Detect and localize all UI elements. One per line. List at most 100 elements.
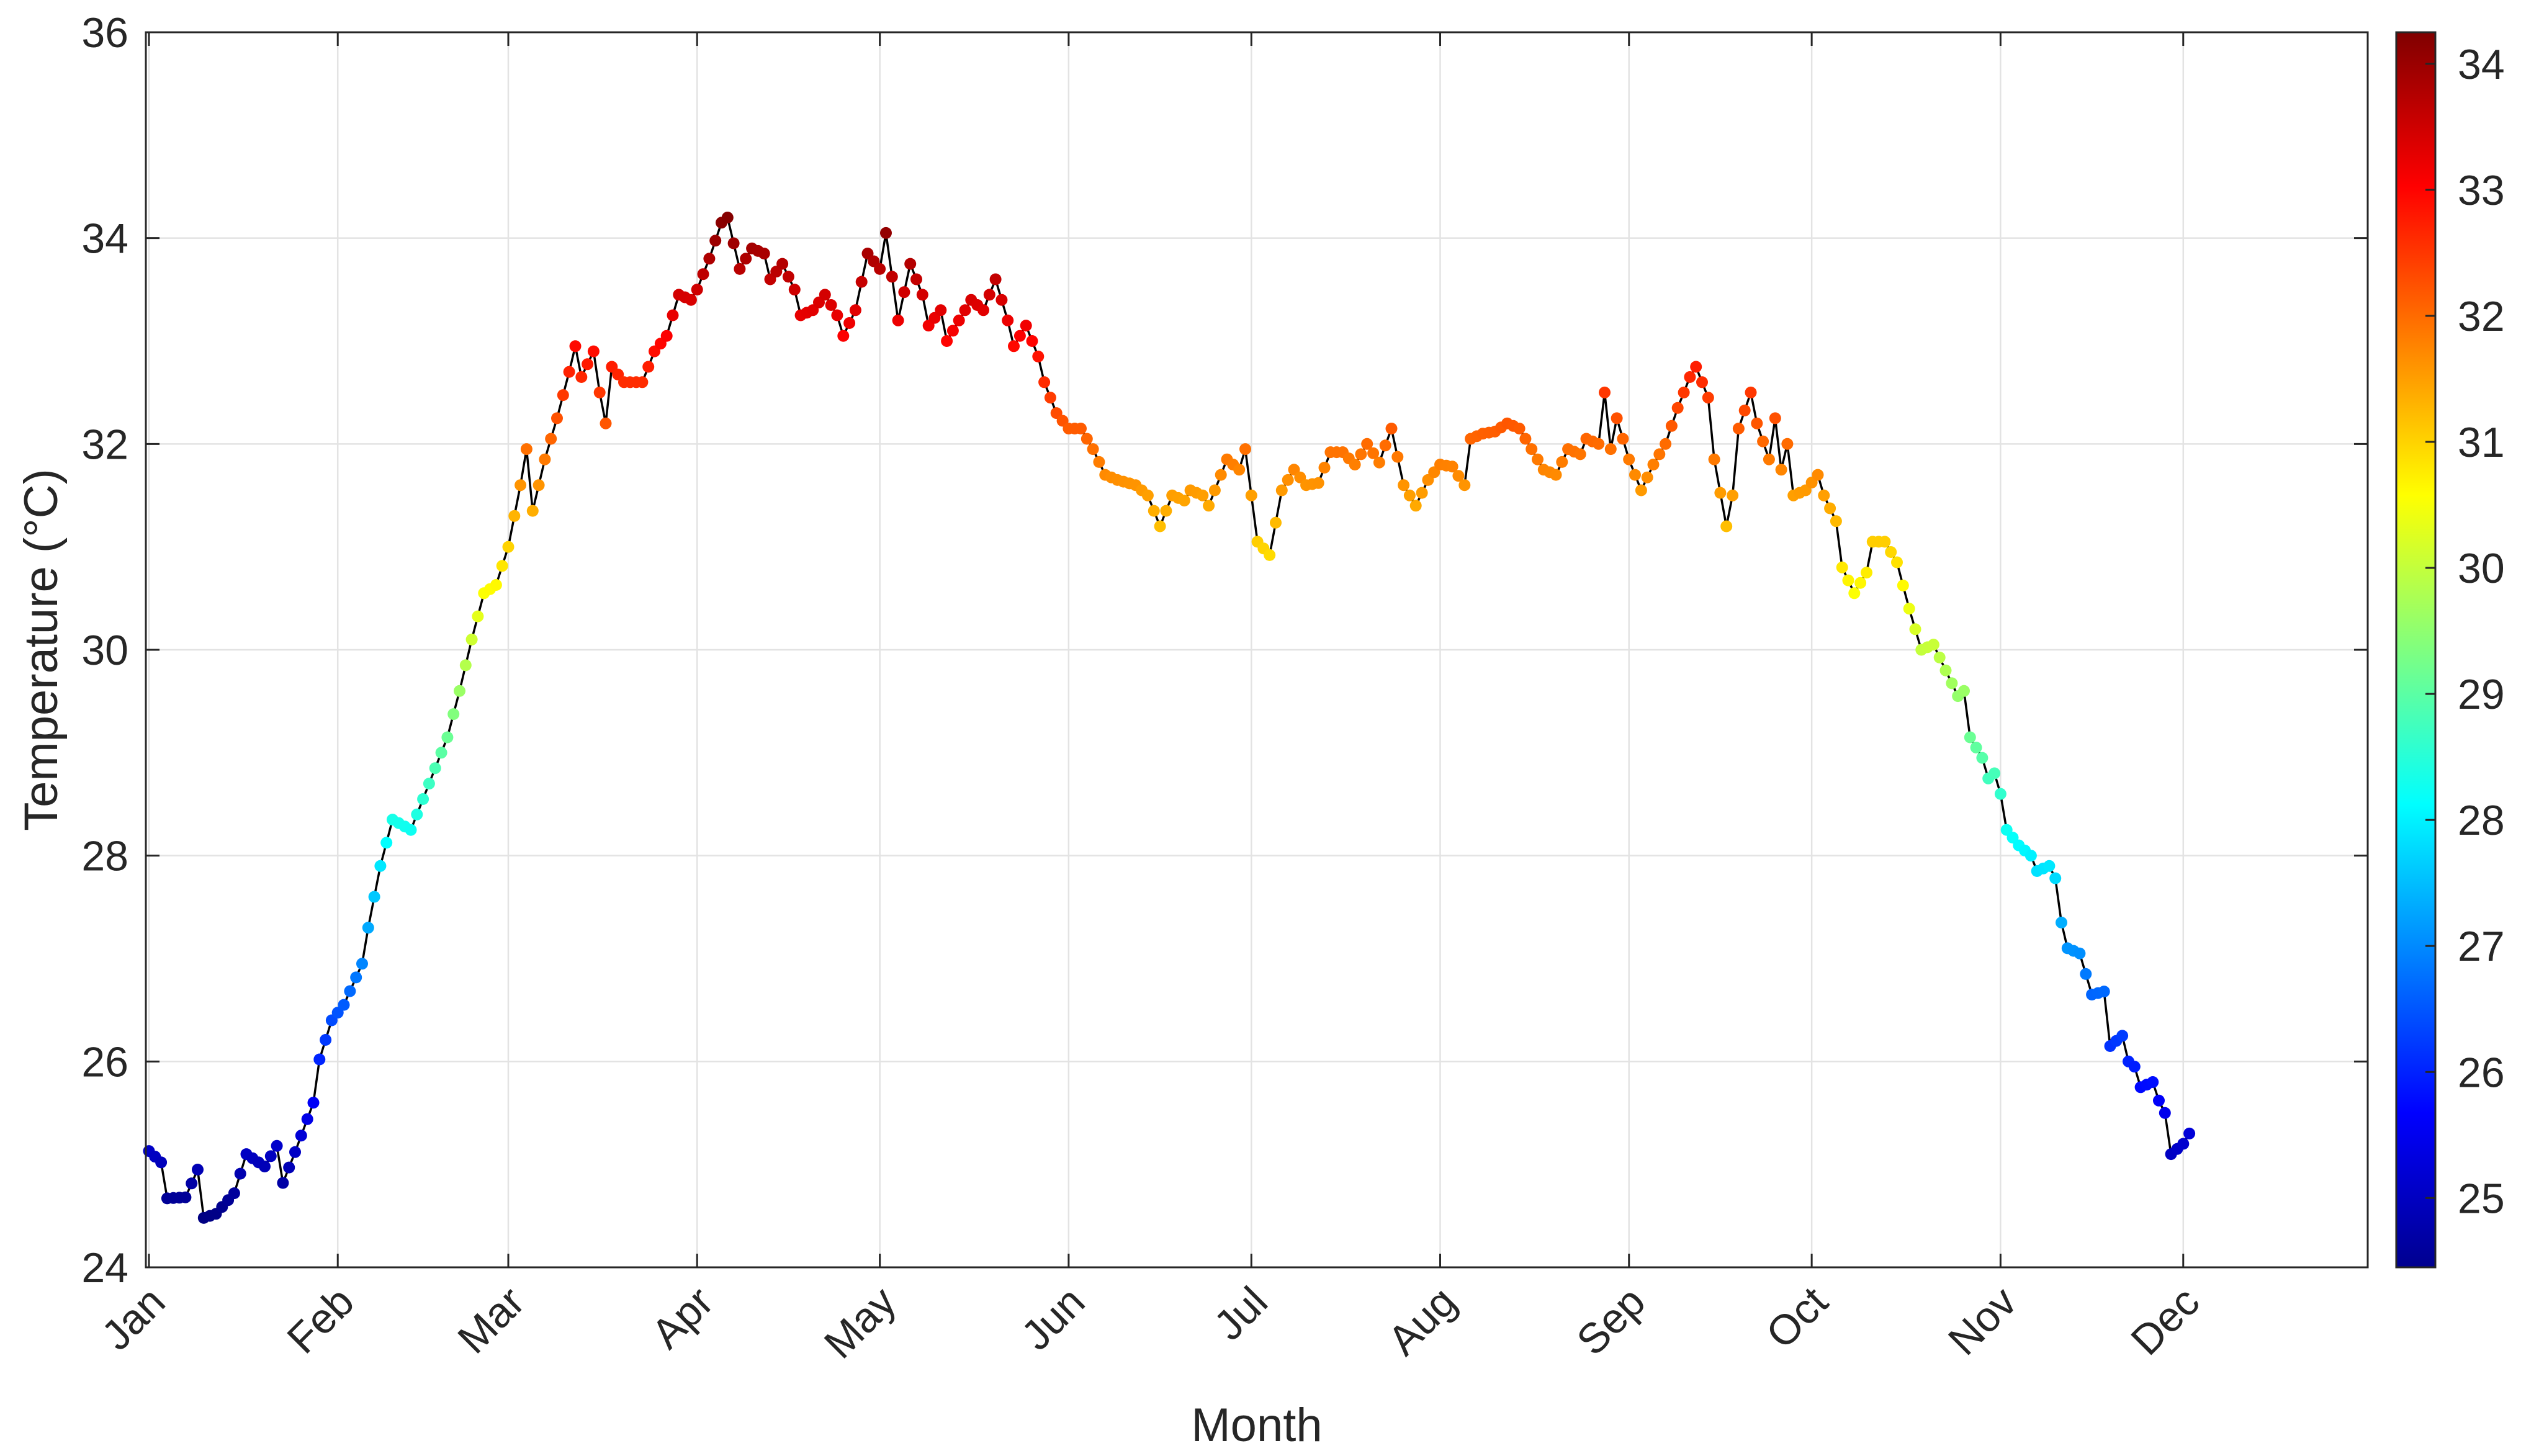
data-point — [472, 610, 484, 622]
data-point — [179, 1191, 192, 1203]
data-point — [2074, 947, 2086, 959]
data-point — [2128, 1061, 2141, 1073]
data-point — [1732, 423, 1745, 434]
data-point — [1861, 567, 1872, 579]
data-point — [1781, 438, 1794, 450]
data-point — [1245, 489, 1257, 501]
data-point — [1958, 685, 1970, 697]
data-point — [1830, 515, 1842, 528]
data-point — [1519, 433, 1532, 445]
data-point — [368, 891, 380, 903]
data-point — [941, 335, 953, 347]
data-point — [1671, 402, 1684, 414]
data-point — [350, 971, 362, 984]
data-point — [1635, 484, 1647, 497]
data-point — [685, 294, 697, 306]
data-point — [1178, 495, 1190, 506]
x-axis-label: Month — [1191, 1399, 1322, 1452]
data-point — [953, 314, 965, 326]
data-point — [271, 1139, 283, 1152]
data-point — [776, 258, 789, 270]
data-point — [1714, 487, 1727, 499]
data-point — [1398, 479, 1410, 492]
data-point — [1141, 489, 1154, 501]
data-point — [977, 304, 989, 317]
data-point — [2177, 1138, 2190, 1150]
data-point — [788, 284, 801, 296]
data-point — [1458, 479, 1471, 492]
data-point — [1215, 469, 1227, 481]
data-point — [1452, 470, 1465, 482]
data-point — [1946, 677, 1958, 690]
data-point — [1038, 376, 1051, 389]
data-point — [356, 958, 368, 970]
data-point — [1020, 320, 1032, 332]
data-point — [1745, 386, 1757, 398]
data-point — [1409, 500, 1422, 512]
data-point — [1367, 447, 1380, 459]
data-point — [880, 227, 892, 239]
data-point — [1574, 448, 1586, 461]
data-point — [1909, 623, 1921, 636]
data-point — [1026, 335, 1038, 347]
data-point — [636, 376, 649, 389]
colorbar: 25 26 27 28 29 30 31 32 33 34 — [2395, 31, 2505, 1269]
data-point — [1593, 438, 1605, 450]
data-point — [642, 361, 655, 373]
data-point — [557, 389, 569, 402]
data-point — [1373, 456, 1385, 469]
data-point — [362, 922, 374, 934]
data-point — [721, 212, 734, 223]
data-point — [1275, 484, 1288, 497]
data-point — [587, 345, 600, 357]
data-point — [1641, 471, 1653, 483]
data-point — [1988, 767, 2001, 780]
y-axis-label: Temperature (°C) — [15, 469, 68, 831]
data-point — [502, 541, 515, 553]
data-point — [898, 286, 910, 299]
data-point — [435, 747, 447, 759]
data-point — [2153, 1094, 2165, 1107]
data-point — [380, 837, 393, 849]
data-point — [2049, 872, 2062, 884]
data-point — [563, 366, 575, 378]
y-tick-label: 36 — [81, 9, 128, 56]
data-point — [849, 304, 861, 317]
data-point — [186, 1177, 198, 1190]
data-point — [1513, 423, 1526, 434]
data-point — [259, 1161, 271, 1172]
data-point — [1617, 433, 1629, 445]
data-point — [1885, 546, 1897, 558]
data-point — [1282, 474, 1294, 486]
data-point — [2024, 850, 2037, 862]
data-point — [691, 284, 703, 296]
data-point — [2098, 986, 2110, 998]
data-point — [1757, 435, 1769, 447]
data-point — [1751, 417, 1763, 429]
data-point — [935, 304, 947, 317]
data-point — [155, 1156, 168, 1169]
data-point — [1197, 489, 1209, 501]
data-point — [910, 273, 922, 285]
data-point — [709, 235, 722, 247]
data-point — [441, 731, 454, 744]
data-point — [1032, 350, 1045, 362]
data-point — [1665, 420, 1678, 432]
data-point — [2183, 1127, 2196, 1139]
data-point — [405, 824, 417, 836]
data-point — [338, 999, 350, 1011]
data-point — [2116, 1030, 2129, 1042]
data-point — [2147, 1076, 2159, 1088]
colorbar-tick-label: 34 — [2458, 41, 2505, 88]
y-axis: 24 26 28 30 32 34 36 — [81, 9, 2368, 1292]
data-point — [667, 309, 679, 321]
data-point — [508, 510, 521, 522]
colorbar-tick-label: 31 — [2458, 419, 2505, 466]
colorbar-tick-label: 33 — [2458, 167, 2505, 214]
colorbar-gradient — [2395, 31, 2437, 1269]
data-point — [1355, 448, 1367, 461]
data-point — [1775, 464, 1787, 476]
data-point — [1678, 386, 1690, 398]
data-point — [1385, 423, 1398, 434]
data-point — [490, 579, 502, 591]
